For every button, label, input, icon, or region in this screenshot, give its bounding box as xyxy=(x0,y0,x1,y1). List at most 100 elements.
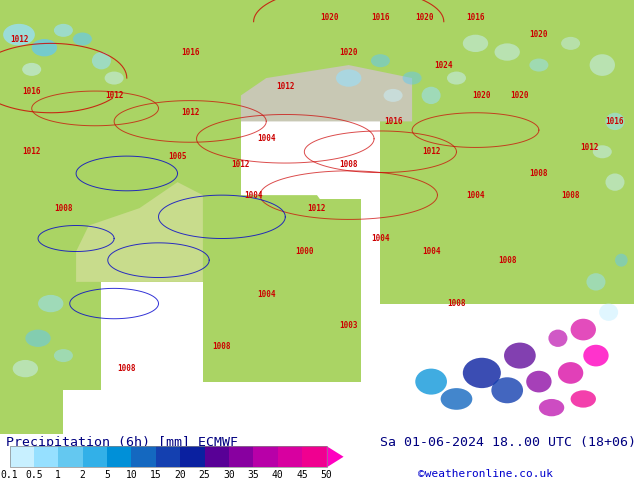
Ellipse shape xyxy=(32,39,57,56)
Text: 1012: 1012 xyxy=(181,108,200,117)
Text: 1012: 1012 xyxy=(231,160,250,169)
Text: Precipitation (6h) [mm] ECMWF: Precipitation (6h) [mm] ECMWF xyxy=(6,437,238,449)
Bar xyxy=(0,260,101,390)
Ellipse shape xyxy=(590,54,615,76)
Ellipse shape xyxy=(371,54,390,67)
Ellipse shape xyxy=(539,399,564,416)
Text: 1012: 1012 xyxy=(422,147,441,156)
Text: 1012: 1012 xyxy=(307,204,327,213)
Ellipse shape xyxy=(491,377,523,403)
Bar xyxy=(156,446,180,467)
Bar xyxy=(0,117,241,282)
Text: 1024: 1024 xyxy=(434,61,453,70)
Text: ©weatheronline.co.uk: ©weatheronline.co.uk xyxy=(418,469,553,479)
Text: 1: 1 xyxy=(55,470,61,480)
Ellipse shape xyxy=(605,173,624,191)
Bar xyxy=(131,446,156,467)
Bar xyxy=(302,446,327,467)
Bar xyxy=(0,0,634,122)
Ellipse shape xyxy=(558,362,583,384)
Text: 30: 30 xyxy=(223,470,235,480)
Text: 1003: 1003 xyxy=(339,321,358,330)
Text: 20: 20 xyxy=(174,470,186,480)
Ellipse shape xyxy=(92,52,111,70)
Text: 1008: 1008 xyxy=(447,299,466,308)
Text: 1004: 1004 xyxy=(422,247,441,256)
Ellipse shape xyxy=(463,35,488,52)
Text: 1004: 1004 xyxy=(257,134,276,143)
Text: 1004: 1004 xyxy=(244,191,263,199)
Text: 1004: 1004 xyxy=(466,191,485,199)
Text: 1016: 1016 xyxy=(605,117,624,126)
Polygon shape xyxy=(241,65,412,122)
Ellipse shape xyxy=(22,63,41,76)
Bar xyxy=(203,199,361,382)
Text: 1008: 1008 xyxy=(339,160,358,169)
Text: Sa 01-06-2024 18..00 UTC (18+06): Sa 01-06-2024 18..00 UTC (18+06) xyxy=(380,437,634,449)
Ellipse shape xyxy=(447,72,466,85)
Text: 1016: 1016 xyxy=(384,117,403,126)
Text: 1016: 1016 xyxy=(371,13,390,22)
Text: 2: 2 xyxy=(80,470,86,480)
Text: 1020: 1020 xyxy=(529,30,548,39)
Text: 1004: 1004 xyxy=(371,234,390,243)
Text: 5: 5 xyxy=(104,470,110,480)
Bar xyxy=(10,446,34,467)
Text: 1000: 1000 xyxy=(295,247,314,256)
Text: 1020: 1020 xyxy=(320,13,339,22)
Text: 1012: 1012 xyxy=(276,82,295,91)
Text: 1008: 1008 xyxy=(54,204,73,213)
Ellipse shape xyxy=(38,295,63,312)
Ellipse shape xyxy=(105,72,124,85)
Text: 35: 35 xyxy=(247,470,259,480)
Ellipse shape xyxy=(13,360,38,377)
Text: 1012: 1012 xyxy=(22,147,41,156)
Bar xyxy=(107,446,131,467)
Bar xyxy=(254,446,278,467)
Bar xyxy=(34,446,58,467)
Text: 1008: 1008 xyxy=(498,256,517,265)
Text: 15: 15 xyxy=(150,470,162,480)
Ellipse shape xyxy=(415,368,447,394)
Ellipse shape xyxy=(336,70,361,87)
Text: 1012: 1012 xyxy=(10,34,29,44)
Ellipse shape xyxy=(529,58,548,72)
Text: 1005: 1005 xyxy=(168,151,187,161)
Text: 25: 25 xyxy=(198,470,210,480)
Text: 40: 40 xyxy=(272,470,283,480)
Text: 10: 10 xyxy=(126,470,138,480)
Text: 45: 45 xyxy=(296,470,308,480)
Text: 1020: 1020 xyxy=(472,91,491,100)
Polygon shape xyxy=(222,195,349,382)
Ellipse shape xyxy=(548,330,567,347)
Bar xyxy=(229,446,254,467)
Ellipse shape xyxy=(422,87,441,104)
Ellipse shape xyxy=(25,330,51,347)
Ellipse shape xyxy=(384,89,403,102)
Text: 50: 50 xyxy=(321,470,332,480)
Ellipse shape xyxy=(605,113,624,130)
Ellipse shape xyxy=(615,254,628,267)
Text: 1020: 1020 xyxy=(510,91,529,100)
Ellipse shape xyxy=(583,345,609,367)
Ellipse shape xyxy=(599,303,618,321)
Bar xyxy=(180,446,205,467)
Text: 1004: 1004 xyxy=(257,291,276,299)
Ellipse shape xyxy=(526,371,552,392)
Text: 1016: 1016 xyxy=(466,13,485,22)
Ellipse shape xyxy=(571,318,596,341)
Ellipse shape xyxy=(54,24,73,37)
Bar xyxy=(0,368,63,434)
Text: 0.5: 0.5 xyxy=(25,470,42,480)
Bar xyxy=(205,446,229,467)
Text: 1020: 1020 xyxy=(415,13,434,22)
Text: 1012: 1012 xyxy=(105,91,124,100)
Text: 1008: 1008 xyxy=(212,343,231,351)
Text: 1012: 1012 xyxy=(580,143,599,152)
Ellipse shape xyxy=(463,358,501,388)
Ellipse shape xyxy=(593,145,612,158)
Ellipse shape xyxy=(73,32,92,46)
Bar xyxy=(278,446,302,467)
Ellipse shape xyxy=(3,24,35,46)
Ellipse shape xyxy=(403,72,422,85)
